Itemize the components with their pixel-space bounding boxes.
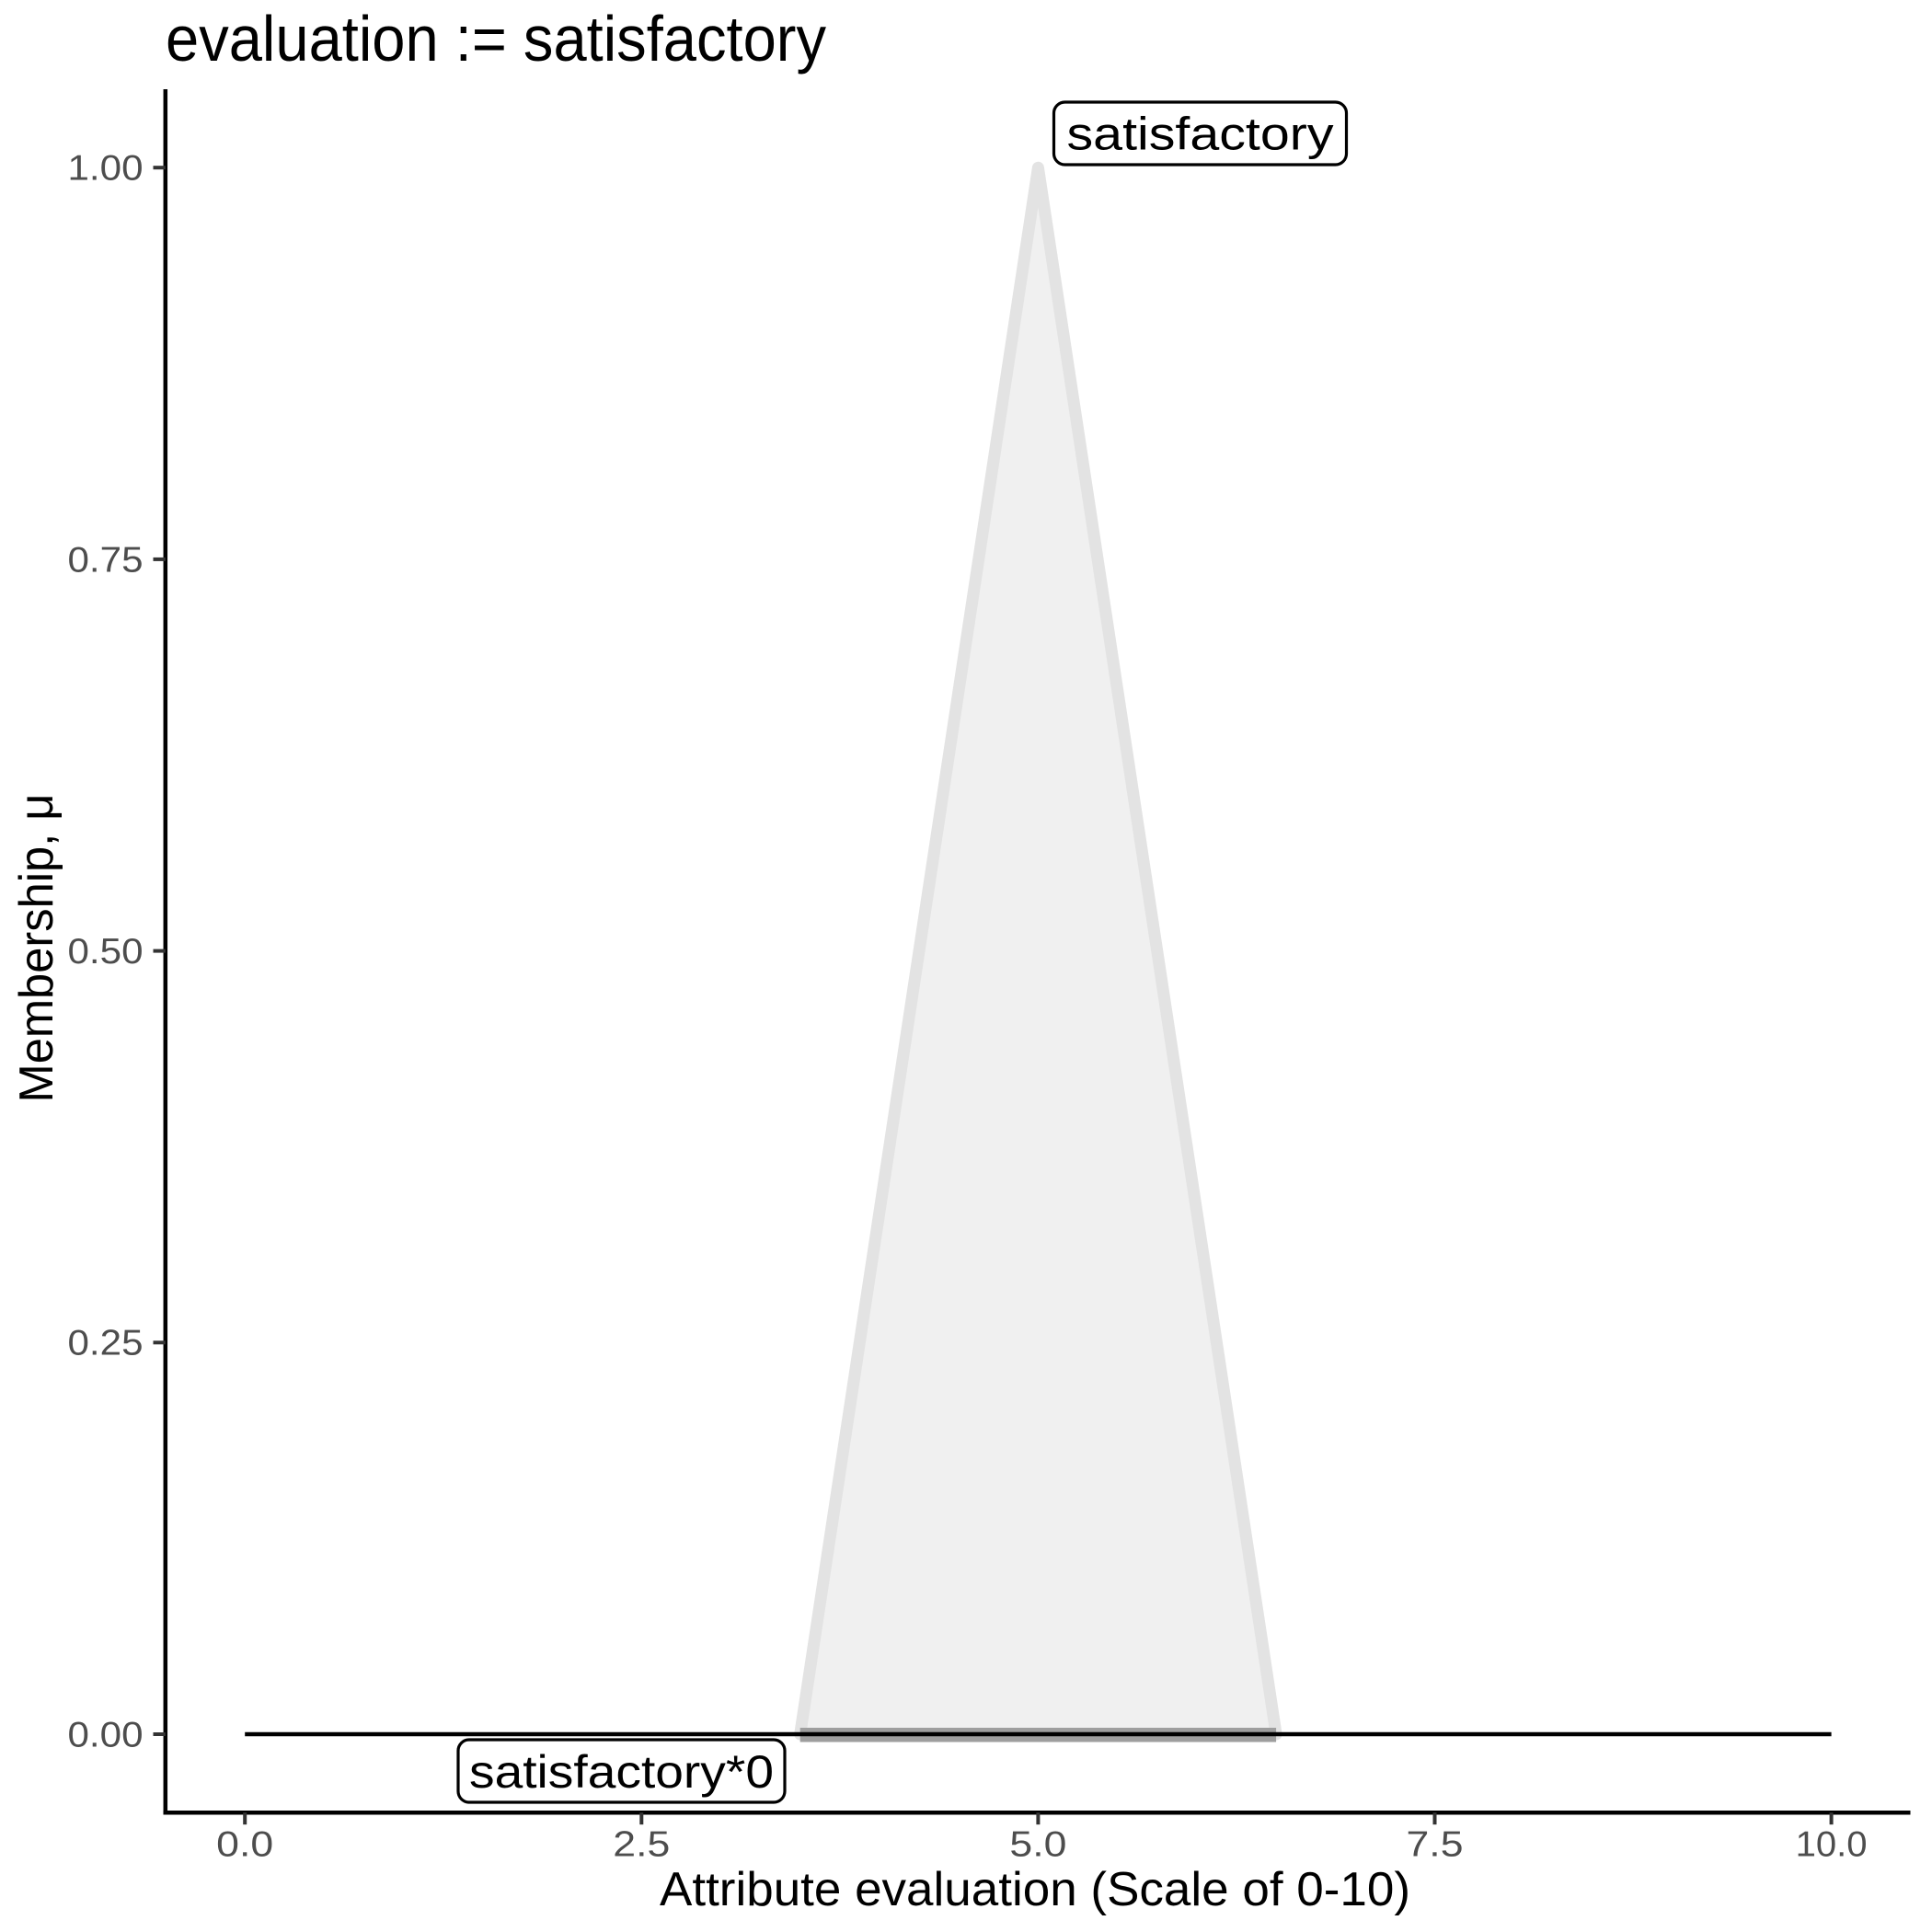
svg-text:0.50: 0.50	[68, 932, 144, 972]
svg-text:satisfactory: satisfactory	[1067, 109, 1334, 160]
svg-text:1.00: 1.00	[68, 149, 144, 189]
svg-text:0.25: 0.25	[68, 1324, 144, 1363]
svg-text:0.00: 0.00	[68, 1715, 144, 1754]
svg-text:satisfactory*0: satisfactory*0	[469, 1746, 774, 1798]
svg-text:2.5: 2.5	[613, 1825, 670, 1865]
svg-text:5.0: 5.0	[1009, 1825, 1066, 1865]
svg-text:Membership, μ: Membership, μ	[10, 794, 63, 1103]
svg-text:0.75: 0.75	[68, 540, 144, 580]
svg-text:0.0: 0.0	[216, 1825, 273, 1865]
svg-text:7.5: 7.5	[1407, 1825, 1464, 1865]
svg-text:10.0: 10.0	[1796, 1825, 1868, 1865]
svg-text:evaluation := satisfactory: evaluation := satisfactory	[166, 3, 826, 75]
svg-text:Attribute evaluation (Scale of: Attribute evaluation (Scale of 0-10)	[660, 1863, 1410, 1916]
